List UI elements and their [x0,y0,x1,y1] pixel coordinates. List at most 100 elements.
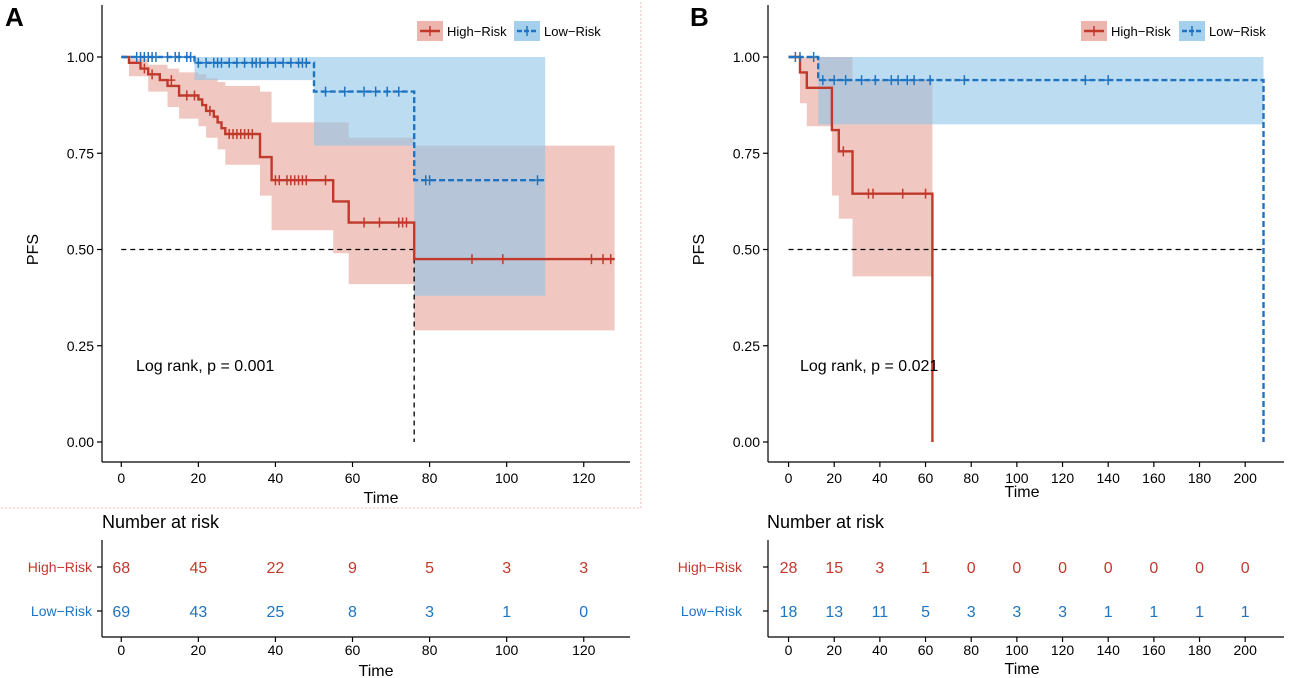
legend-label-high: High−Risk [1111,24,1171,39]
censor-mark-high [140,63,149,74]
censor-mark-low [425,175,434,186]
x-tick-label: 0 [117,470,125,486]
censor-mark-low [841,75,850,86]
censor-mark-low [960,75,969,86]
risk-count-high: 0 [967,560,976,577]
risk-count-low: 8 [348,604,357,621]
censor-mark-low [271,57,280,68]
y-tick-label: 0.75 [733,145,760,161]
censor-mark-high [148,69,157,80]
y-tick-label: 1.00 [733,49,760,65]
censor-mark-low [871,75,880,86]
risk-x-tick-label: 0 [117,642,125,658]
risk-count-high: 0 [1058,560,1067,577]
risk-table: Number at risk High−Risk 68 45 22 9 5 3 3 Low−Ris… [28,512,630,678]
x-axis-title: Time [1005,484,1040,501]
risk-x-tick-label: 20 [826,642,842,658]
censor-mark-high [302,175,311,186]
risk-row-label-low: Low−Risk [681,603,743,619]
x-tick-label: 80 [963,470,979,486]
risk-table-title: Number at risk [767,512,885,532]
x-tick-label: 180 [1188,470,1212,486]
censor-mark-low [302,57,311,68]
risk-x-tick-label: 80 [963,642,979,658]
x-tick-label: 0 [785,470,793,486]
plot-axes: 0.00 0.25 0.50 0.75 1.00 0 20 40 60 80 100 120 Time P… [25,5,630,507]
censor-mark-low [533,175,542,186]
legend: High−Risk Low−Risk [417,21,601,41]
censor-mark-high [205,105,214,116]
panel-b: B 0.000.250.500.751.000 20 40 60 80 100 120 140… [678,2,1284,678]
risk-x-tick-label: 0 [785,642,793,658]
censor-mark-high [375,217,384,228]
risk-count-high: 1 [921,560,930,577]
censor-mark-low [887,75,896,86]
risk-count-low: 1 [1104,604,1113,621]
risk-count-high: 0 [1241,560,1250,577]
risk-count-low: 1 [1241,604,1250,621]
censor-mark-low [240,57,249,68]
confidence-bands [788,57,1264,277]
y-tick-label: 0.50 [67,242,94,258]
risk-x-axis-title: Time [1005,661,1040,678]
risk-count-low: 3 [1058,604,1067,621]
risk-count-high: 3 [875,560,884,577]
risk-count-high: 28 [780,560,798,577]
risk-count-high: 68 [112,560,130,577]
censor-mark-low [256,57,265,68]
plot-axes: 0.00 0.25 0.50 0.75 1.00 0 20 40 60 80 100 120 140 16… [691,5,1284,501]
risk-x-tick-label: 60 [918,642,934,658]
censor-mark-high [321,175,330,186]
censor-mark-high [190,90,199,101]
censor-mark-high [498,254,507,265]
x-axis-title: Time [364,490,399,507]
risk-x-tick-label: 160 [1142,642,1166,658]
risk-x-tick-label: 40 [268,642,284,658]
risk-count-low: 13 [825,604,843,621]
log-rank-annotation: Log rank, p = 0.001 [136,358,274,375]
risk-count-high: 5 [425,560,434,577]
censor-mark-high [599,254,608,265]
risk-x-tick-label: 180 [1188,642,1212,658]
risk-x-tick-label: 200 [1234,642,1258,658]
log-rank-annotation: Log rank, p = 0.021 [800,358,938,375]
risk-count-low: 18 [780,604,798,621]
censor-mark-low [857,75,866,86]
censor-mark-high [869,188,878,199]
panel-a-frame [0,2,642,509]
panel-label: B [690,2,709,32]
risk-count-high: 9 [348,560,357,577]
risk-table-title: Number at risk [102,512,220,532]
median-reference-lines [121,248,415,442]
censor-mark-low [894,75,903,86]
risk-count-low: 69 [112,604,130,621]
risk-x-tick-label: 120 [1051,642,1075,658]
censor-mark-low [809,52,818,62]
censor-mark-high [167,75,176,86]
risk-count-low: 5 [921,604,930,621]
risk-x-tick-label: 60 [345,642,361,658]
y-tick-label: 0.25 [733,338,760,354]
risk-x-tick-label: 100 [1005,642,1029,658]
x-tick-label: 100 [495,470,519,486]
survival-curve-low [121,55,546,182]
risk-x-tick-label: 100 [495,642,519,658]
legend: High−Risk Low−Risk [1081,21,1266,41]
y-tick-label: 0.75 [67,145,94,161]
risk-count-low: 3 [967,604,976,621]
x-tick-label: 40 [268,470,284,486]
y-tick-label: 0.50 [733,242,760,258]
risk-x-tick-label: 120 [572,642,596,658]
censor-mark-low [186,52,195,62]
censor-mark-low [830,75,839,86]
risk-count-high: 0 [1012,560,1021,577]
censor-mark-low [910,75,919,86]
y-tick-label: 1.00 [67,49,94,65]
censor-mark-low [340,86,349,97]
y-axis-title: PFS [691,234,708,265]
censor-mark-high [360,217,369,228]
censor-mark-high [606,254,615,265]
censor-mark-low [225,57,234,68]
x-tick-label: 20 [191,470,207,486]
